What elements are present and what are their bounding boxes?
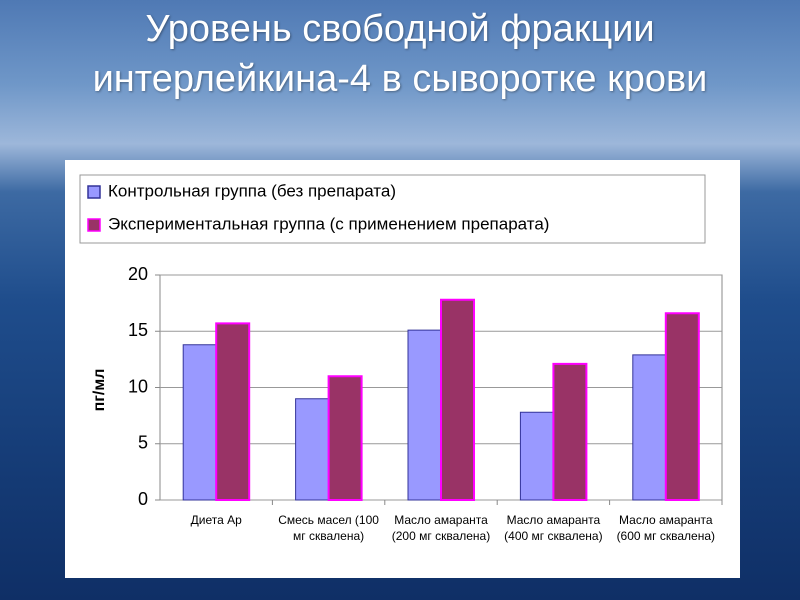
- y-axis-label: пг/мл: [91, 369, 108, 412]
- bar: [295, 398, 330, 501]
- legend-swatch: [87, 218, 101, 232]
- bar: [182, 344, 217, 501]
- y-tick-label: 0: [138, 489, 148, 509]
- y-tick-label: 20: [128, 264, 148, 284]
- y-tick-label: 10: [128, 376, 148, 396]
- legend-box: [79, 174, 706, 244]
- x-tick-label: Диета Ар: [190, 513, 242, 527]
- legend-label: Экспериментальная группа (с применением …: [108, 214, 549, 233]
- slide-title: Уровень свободной фракции интерлейкина-4…: [92, 8, 708, 100]
- x-tick-label: Масло амаранта (200 мг сквалена): [391, 513, 491, 543]
- bar: [327, 375, 363, 501]
- bar: [440, 298, 475, 501]
- bar: [519, 411, 554, 501]
- legend-label: Контрольная группа (без препарата): [108, 181, 396, 200]
- y-tick-label: 15: [128, 320, 148, 340]
- legend-swatch: [87, 185, 101, 199]
- x-tick-label: Смесь масел (100 мг сквалена): [278, 513, 379, 543]
- y-tick-label: 5: [138, 433, 148, 453]
- x-tick-label: Масло амаранта (600 мг сквалена): [616, 513, 716, 543]
- bar: [215, 322, 251, 501]
- bar: [664, 312, 700, 501]
- bar: [407, 329, 442, 501]
- x-tick-label: Масло амаранта (400 мг сквалена): [504, 513, 603, 543]
- bar: [632, 354, 667, 501]
- bar: [552, 362, 588, 501]
